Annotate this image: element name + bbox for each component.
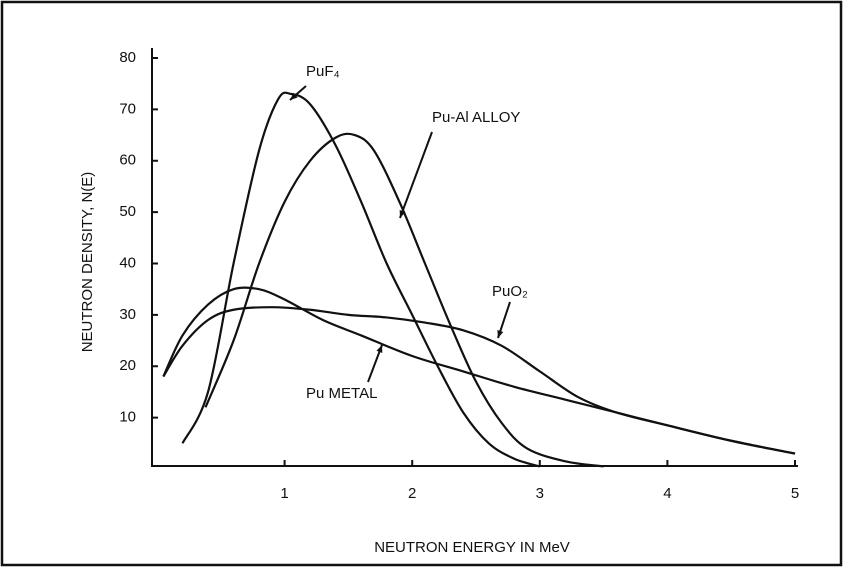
series-curve [162, 286, 796, 455]
y-tick-label: 80 [119, 49, 136, 66]
x-axis-label: NEUTRON ENERGY IN MeV [374, 539, 570, 556]
arrow-head [497, 330, 504, 338]
arrow-head [290, 92, 298, 100]
series-curve [204, 132, 604, 468]
x-tick-label: 4 [663, 485, 671, 502]
series-label: Pu-Al ALLOY [432, 109, 520, 126]
series-label: PuF₄ [306, 63, 340, 80]
y-axis-label: NEUTRON DENSITY, N(E) [79, 172, 96, 353]
y-tick-label: 70 [119, 100, 136, 117]
series-label: PuO₂ [492, 283, 528, 300]
series-curve [181, 91, 541, 468]
series-label: Pu METAL [306, 385, 377, 402]
label-arrow [399, 131, 433, 219]
axes [151, 48, 798, 467]
x-tick-label: 5 [791, 485, 799, 502]
y-tick-label: 40 [119, 254, 136, 271]
arrow-head [399, 210, 406, 218]
arrow-head [376, 345, 383, 353]
y-tick-label: 50 [119, 203, 136, 220]
y-tick-label: 20 [119, 357, 136, 374]
x-tick-label: 3 [536, 485, 544, 502]
series-curve [162, 306, 796, 455]
x-tick-label: 2 [408, 485, 416, 502]
x-tick-label: 1 [280, 485, 288, 502]
y-tick-label: 30 [119, 306, 136, 323]
y-tick-label: 10 [119, 409, 136, 426]
y-tick-label: 60 [119, 152, 136, 169]
